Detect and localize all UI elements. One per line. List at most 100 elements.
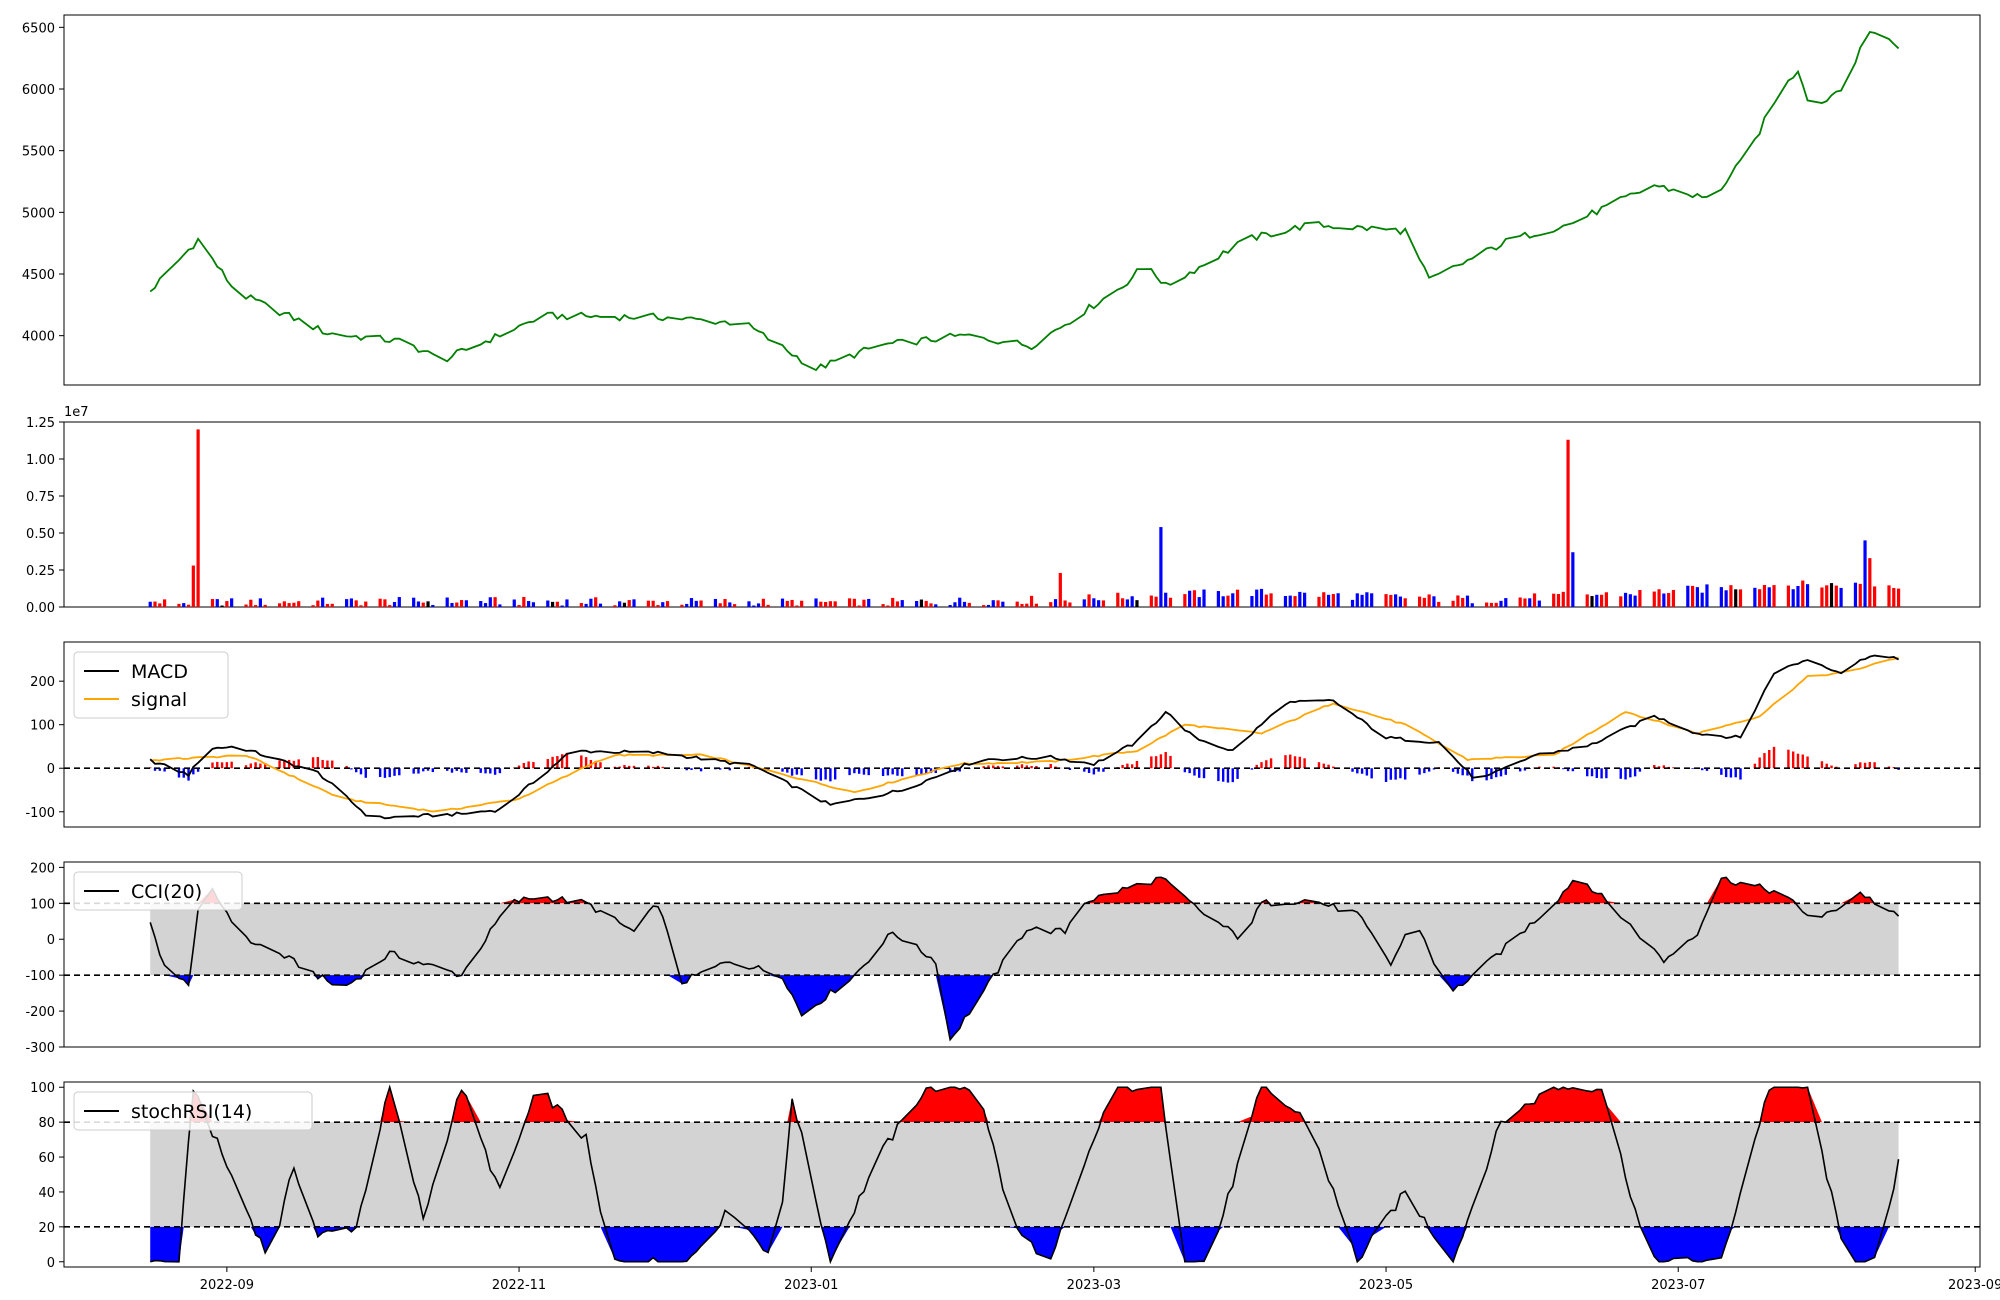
volume-bar bbox=[1298, 591, 1302, 607]
macd-histogram-bar bbox=[1083, 768, 1086, 772]
macd-histogram-bar bbox=[1653, 765, 1656, 769]
macd-histogram-bar bbox=[853, 768, 856, 774]
macd-histogram-bar bbox=[584, 757, 588, 769]
volume-bar bbox=[522, 596, 526, 607]
macd-histogram-bar bbox=[1193, 768, 1196, 776]
axes-frame bbox=[63, 14, 1981, 386]
volume-bar bbox=[1216, 591, 1220, 607]
volume-bar bbox=[1829, 583, 1834, 607]
volume-bar bbox=[948, 604, 952, 607]
macd-histogram-bar bbox=[383, 768, 387, 778]
macd-histogram-bar bbox=[1284, 755, 1287, 769]
volume-bar bbox=[1417, 596, 1422, 607]
macd-histogram-bar bbox=[1092, 768, 1096, 775]
macd-histogram-bar bbox=[479, 768, 482, 773]
volume-bar bbox=[622, 602, 627, 607]
macd-histogram-bar bbox=[996, 765, 1000, 769]
volume-bar bbox=[220, 605, 224, 607]
volume-bar bbox=[531, 602, 536, 607]
macd-histogram-bar bbox=[565, 752, 569, 769]
y-tick-label: 1.00 bbox=[26, 453, 55, 468]
macd-histogram-bar bbox=[1830, 765, 1833, 769]
legend-label: stochRSI(14) bbox=[131, 1101, 252, 1123]
volume-bar bbox=[1561, 591, 1565, 607]
macd-histogram-bar bbox=[1758, 757, 1761, 769]
volume-bar bbox=[857, 605, 861, 607]
volume-bar bbox=[632, 599, 636, 607]
volume-bar bbox=[1197, 597, 1201, 607]
price-line bbox=[149, 31, 1900, 372]
x-tick-label: 2023-07 bbox=[1651, 1278, 1705, 1293]
macd-histogram-bar bbox=[450, 768, 454, 773]
volume-bar bbox=[287, 603, 291, 607]
volume-bar bbox=[153, 601, 157, 607]
macd-histogram-bar bbox=[829, 768, 832, 782]
macd-histogram-bar bbox=[1102, 768, 1105, 772]
volume-bar bbox=[560, 605, 564, 607]
macd-histogram-bar bbox=[1705, 768, 1709, 771]
macd-histogram-bar bbox=[551, 756, 554, 769]
neutral-band bbox=[150, 1122, 1899, 1227]
macd-histogram-bar bbox=[958, 768, 961, 772]
macd-histogram-bar bbox=[987, 765, 990, 769]
macd-histogram-bar bbox=[1600, 768, 1603, 779]
volume-bar bbox=[388, 605, 392, 607]
macd-histogram-bar bbox=[1897, 768, 1900, 770]
macd-histogram-bar bbox=[422, 768, 425, 772]
volume-bar bbox=[1231, 593, 1235, 607]
volume-bar bbox=[1168, 597, 1173, 607]
macd-histogram-bar bbox=[1221, 768, 1225, 782]
macd-histogram-bar bbox=[920, 768, 923, 776]
macd-histogram-bar bbox=[1030, 765, 1033, 769]
macd-histogram-bar bbox=[283, 759, 286, 769]
macd-histogram-bar bbox=[1260, 762, 1263, 769]
y-tick-label: 100 bbox=[30, 897, 55, 912]
macd-histogram-bar bbox=[297, 759, 300, 769]
y-tick-label: -200 bbox=[25, 1005, 55, 1020]
macd-histogram-bar bbox=[1624, 768, 1627, 780]
volume-bar bbox=[225, 601, 229, 607]
volume-bar bbox=[1805, 584, 1810, 607]
volume-bar bbox=[1288, 595, 1292, 607]
y-tick-label: 40 bbox=[38, 1186, 55, 1201]
macd-histogram-bar bbox=[345, 765, 348, 769]
macd-histogram-bar bbox=[1724, 768, 1728, 778]
volume-bar bbox=[1029, 595, 1034, 607]
volume-bar bbox=[1767, 587, 1771, 607]
volume-bar bbox=[397, 597, 401, 607]
volume-bar bbox=[1734, 589, 1738, 607]
volume-bar bbox=[148, 601, 152, 607]
volume-bar bbox=[689, 598, 694, 607]
volume-bar bbox=[685, 603, 689, 607]
volume-bar bbox=[297, 601, 301, 607]
volume-bar bbox=[713, 598, 718, 607]
macd-histogram-bar bbox=[1198, 768, 1201, 778]
macd-histogram-bar bbox=[196, 768, 200, 772]
volume-bar bbox=[1437, 601, 1441, 607]
macd-histogram-bar bbox=[982, 766, 985, 769]
macd-histogram-bar bbox=[1389, 768, 1393, 780]
volume-bar bbox=[1461, 597, 1465, 607]
macd-histogram-bar bbox=[316, 756, 320, 769]
volume-bar bbox=[498, 604, 502, 607]
volume-bar bbox=[1034, 603, 1038, 607]
macd-histogram-bar bbox=[1049, 764, 1052, 769]
macd-histogram-bar bbox=[1590, 768, 1594, 777]
macd-histogram-bar bbox=[848, 768, 851, 776]
volume-bar bbox=[162, 599, 167, 607]
y-tick-label: 6000 bbox=[22, 83, 55, 98]
macd-histogram-bar bbox=[1087, 768, 1091, 773]
x-tick-label: 2022-11 bbox=[492, 1278, 546, 1293]
macd-histogram-bar bbox=[1638, 768, 1642, 772]
macd-histogram-bar bbox=[216, 761, 219, 769]
macd-histogram-bar bbox=[867, 768, 870, 776]
volume-bar bbox=[1623, 592, 1628, 607]
axes-frame bbox=[63, 421, 1981, 608]
y-tick-label: 0.25 bbox=[26, 564, 55, 579]
volume-bar bbox=[1470, 603, 1474, 607]
macd-histogram-bar bbox=[522, 762, 526, 769]
volume-bar bbox=[785, 600, 789, 607]
macd-histogram-bar bbox=[1887, 766, 1891, 769]
macd-histogram-bar bbox=[1657, 766, 1661, 769]
date-axis: 2022-09 2022-11 2023-01 2023-03 2023-05 2023-… bbox=[200, 1267, 2000, 1293]
